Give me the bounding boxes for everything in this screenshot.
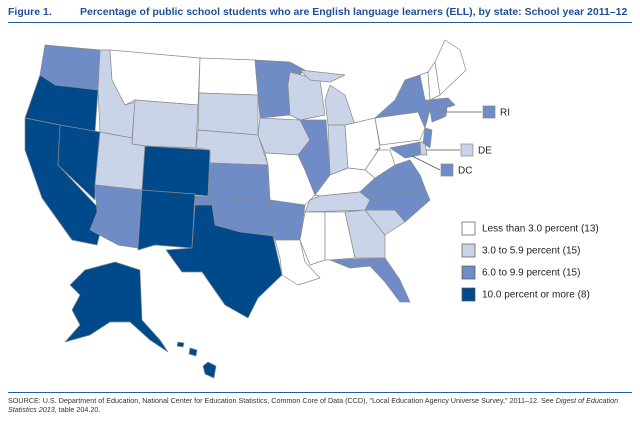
legend-label: Less than 3.0 percent (13) bbox=[482, 224, 599, 235]
state bbox=[274, 239, 321, 286]
callouts: RI DE DC bbox=[411, 105, 510, 177]
callout-label: DE bbox=[478, 146, 492, 157]
figure-number: Figure 1. bbox=[8, 6, 52, 18]
figure-title: Percentage of public school students who… bbox=[80, 6, 628, 18]
state bbox=[299, 69, 346, 83]
callout-box bbox=[440, 163, 454, 177]
state bbox=[202, 361, 217, 379]
state bbox=[389, 141, 421, 159]
state bbox=[434, 39, 467, 96]
state bbox=[364, 147, 396, 179]
state bbox=[141, 145, 211, 197]
legend-label: 6.0 to 9.9 percent (15) bbox=[482, 268, 580, 279]
state bbox=[327, 124, 349, 176]
source-note: SOURCE: U.S. Department of Education, Na… bbox=[8, 392, 632, 414]
state bbox=[329, 257, 411, 303]
leader-line bbox=[411, 155, 441, 171]
legend-swatch bbox=[461, 265, 476, 280]
state bbox=[165, 204, 283, 319]
state bbox=[131, 99, 199, 149]
state bbox=[299, 211, 326, 266]
state bbox=[176, 341, 185, 348]
state bbox=[207, 162, 271, 201]
callout-label: DC bbox=[458, 166, 472, 177]
state bbox=[344, 209, 386, 259]
state bbox=[441, 107, 448, 119]
state bbox=[427, 97, 456, 111]
header: Figure 1. Percentage of public school st… bbox=[8, 6, 632, 23]
state bbox=[109, 49, 201, 106]
callout-box bbox=[482, 105, 496, 119]
legend-swatch bbox=[461, 287, 476, 302]
source-text: , table 204.20. bbox=[54, 405, 101, 414]
callout-label: RI bbox=[500, 108, 510, 119]
state bbox=[137, 189, 196, 251]
state bbox=[188, 347, 198, 357]
state bbox=[297, 119, 331, 196]
state bbox=[197, 92, 259, 136]
source-text: SOURCE: U.S. Department of Education, Na… bbox=[8, 396, 556, 405]
state bbox=[64, 261, 169, 353]
legend-swatch bbox=[461, 221, 476, 236]
state bbox=[198, 57, 259, 96]
legend-label: 10.0 percent or more (8) bbox=[482, 290, 590, 301]
state bbox=[269, 199, 306, 241]
state bbox=[422, 127, 433, 149]
legend: Less than 3.0 percent (13) 3.0 to 5.9 per… bbox=[461, 221, 599, 302]
callout-box bbox=[460, 143, 474, 157]
state bbox=[57, 124, 101, 201]
legend-label: 3.0 to 5.9 percent (15) bbox=[482, 246, 580, 257]
source-italic: Digest of Education Statistics 2013 bbox=[8, 396, 619, 414]
legend-swatch bbox=[461, 243, 476, 258]
state bbox=[324, 84, 356, 126]
state bbox=[359, 159, 426, 201]
states bbox=[24, 39, 467, 379]
map: RI DE DC Less than 3.0 percent (13) 3.0 t… bbox=[24, 39, 599, 379]
